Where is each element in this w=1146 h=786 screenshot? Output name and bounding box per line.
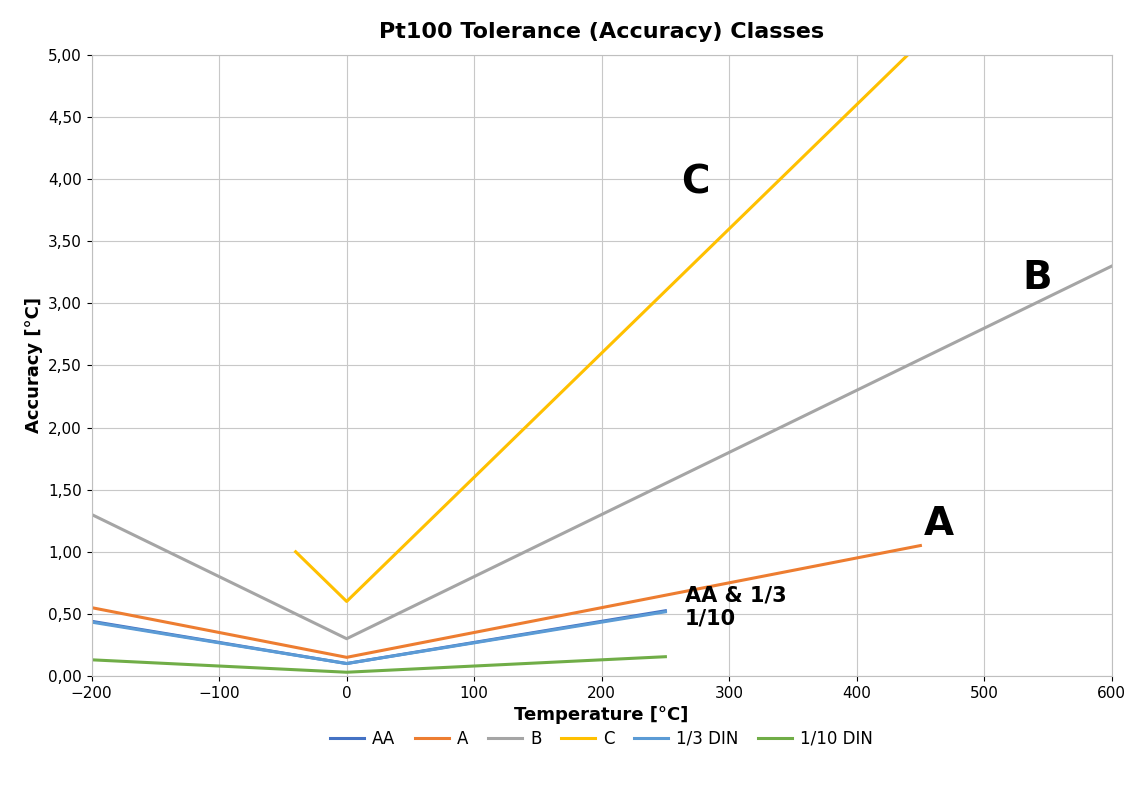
Text: 1/10: 1/10 [684, 609, 736, 629]
1/3 DIN [85, 618, 99, 627]
C [339, 597, 353, 606]
AA [659, 606, 673, 615]
A [339, 652, 353, 662]
1/10 DIN [339, 667, 353, 677]
Text: C: C [681, 163, 709, 201]
C [913, 38, 927, 47]
Text: AA & 1/3: AA & 1/3 [684, 585, 786, 605]
Legend: AA, A, B, C, 1/3 DIN, 1/10 DIN: AA, A, B, C, 1/3 DIN, 1/10 DIN [323, 723, 880, 755]
AA [339, 659, 353, 668]
Line: AA: AA [92, 611, 666, 663]
A [913, 541, 927, 550]
Line: B: B [92, 266, 1112, 639]
Line: 1/10 DIN: 1/10 DIN [92, 657, 666, 672]
B [339, 634, 353, 644]
Y-axis label: Accuracy [°C]: Accuracy [°C] [24, 297, 42, 434]
AA [85, 616, 99, 626]
Text: B: B [1022, 259, 1052, 297]
C [289, 547, 303, 556]
1/10 DIN [85, 655, 99, 664]
1/3 DIN [659, 607, 673, 616]
Line: C: C [296, 42, 920, 601]
A [85, 603, 99, 612]
1/3 DIN [339, 659, 353, 668]
B [1105, 262, 1118, 271]
X-axis label: Temperature [°C]: Temperature [°C] [515, 707, 689, 724]
Text: A: A [924, 505, 955, 543]
B [85, 510, 99, 520]
1/10 DIN [659, 652, 673, 662]
Line: 1/3 DIN: 1/3 DIN [92, 612, 666, 663]
Title: Pt100 Tolerance (Accuracy) Classes: Pt100 Tolerance (Accuracy) Classes [379, 22, 824, 42]
Line: A: A [92, 545, 920, 657]
